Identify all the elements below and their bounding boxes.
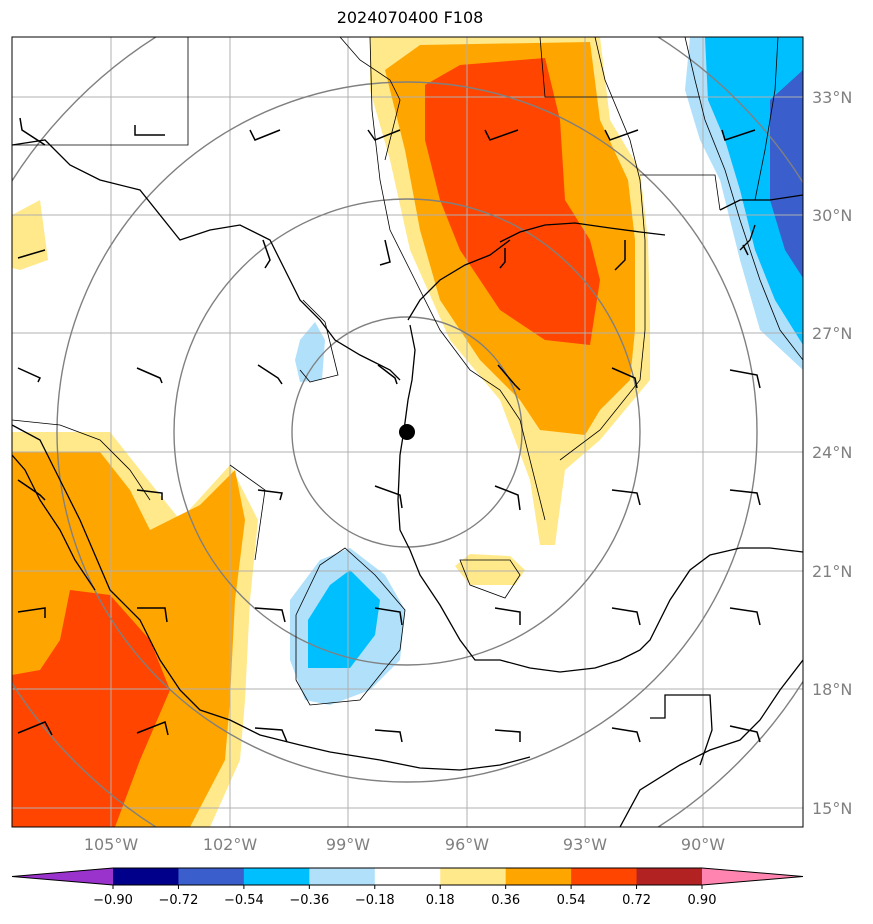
map-frame bbox=[11, 36, 804, 828]
colorbar-tick-label: 0.18 bbox=[426, 893, 455, 908]
colorbar-tick-label: −0.54 bbox=[224, 893, 264, 908]
colorbar-tick-label: 0.54 bbox=[557, 893, 586, 908]
lon-labels: 105°W 102°W 99°W 96°W 93°W 90°W bbox=[84, 835, 725, 854]
colorbar-segment bbox=[178, 868, 245, 885]
colorbar-extend-min bbox=[12, 868, 113, 885]
colorbar-segment bbox=[571, 868, 638, 885]
map-area bbox=[12, 37, 803, 827]
colorbar-segment bbox=[636, 868, 703, 885]
map-title: 2024070400 F108 bbox=[336, 8, 484, 27]
storm-center-marker bbox=[399, 424, 415, 440]
colorbar-segment bbox=[243, 868, 310, 885]
lat-label-33: 33°N bbox=[812, 88, 852, 107]
colorbar-tick-label: −0.90 bbox=[93, 893, 133, 908]
range-rings bbox=[12, 37, 803, 827]
colorbar-segment bbox=[440, 868, 507, 885]
colorbar-tick-label: 0.36 bbox=[491, 893, 520, 908]
lon-label-102: 102°W bbox=[203, 835, 258, 854]
field-west-positive bbox=[12, 432, 258, 827]
lat-label-30: 30°N bbox=[812, 206, 852, 225]
lon-label-93: 93°W bbox=[563, 835, 607, 854]
graticule bbox=[12, 37, 803, 827]
lon-label-96: 96°W bbox=[445, 835, 489, 854]
lat-label-27: 27°N bbox=[812, 324, 852, 343]
lat-label-15: 15°N bbox=[812, 799, 852, 818]
colorbar-segment bbox=[505, 868, 572, 885]
lat-labels: 33°N 30°N 27°N 24°N 21°N 18°N 15°N bbox=[812, 88, 852, 818]
lon-label-99: 99°W bbox=[326, 835, 370, 854]
colorbar-tick-label: −0.36 bbox=[289, 893, 329, 908]
colorbar-segment bbox=[309, 868, 376, 885]
colorbar: −0.90 −0.72 −0.54 −0.36 −0.18 0.18 0.36 0.54 0.7… bbox=[11, 867, 804, 908]
colorbar-tick-label: 0.90 bbox=[688, 893, 717, 908]
lat-label-18: 18°N bbox=[812, 680, 852, 699]
field-north-positive bbox=[12, 37, 650, 585]
wind-barbs bbox=[17, 117, 761, 743]
borders bbox=[12, 37, 803, 706]
lat-label-21: 21°N bbox=[812, 562, 852, 581]
colorbar-segment bbox=[113, 868, 179, 885]
colorbar-tick-label: −0.72 bbox=[159, 893, 199, 908]
colorbar-tick-label: −0.18 bbox=[355, 893, 395, 908]
lon-label-105: 105°W bbox=[84, 835, 139, 854]
lon-label-90: 90°W bbox=[681, 835, 725, 854]
lat-label-24: 24°N bbox=[812, 443, 852, 462]
colorbar-tick-label: 0.72 bbox=[622, 893, 651, 908]
colorbar-segment bbox=[374, 868, 441, 885]
colorbar-extend-max bbox=[702, 868, 803, 885]
